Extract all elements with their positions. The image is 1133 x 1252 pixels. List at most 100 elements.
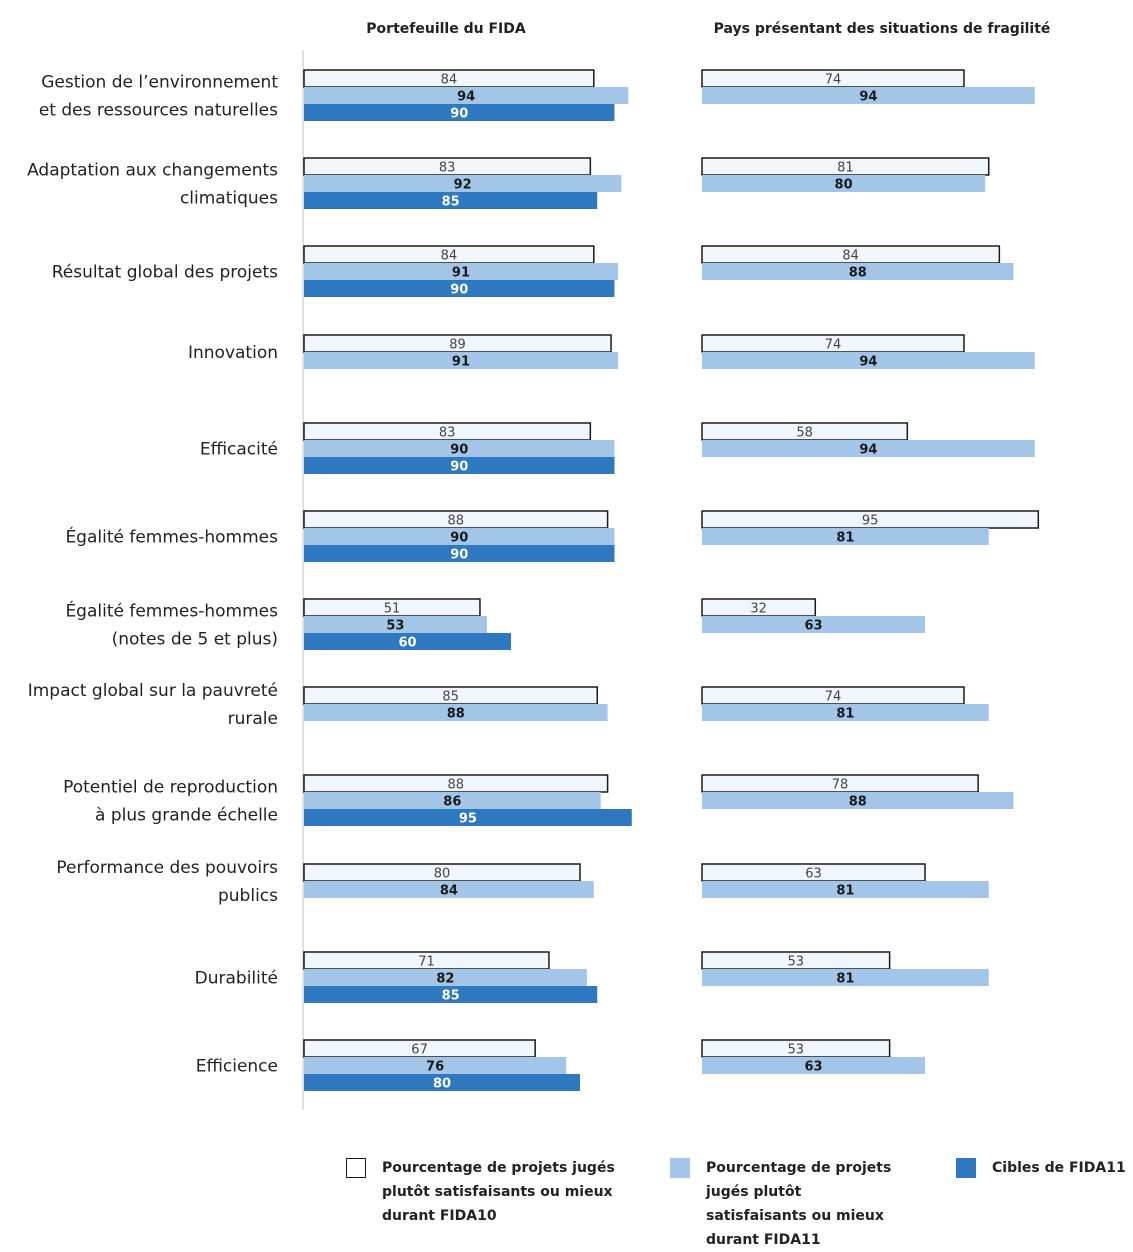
legend-item-fida10: Pourcentage de projets jugés plutôt sati… (346, 1156, 615, 1228)
data-label-fragile-fida11: 94 (859, 355, 877, 370)
data-label-fragile-fida10: 32 (750, 602, 767, 617)
data-label-portfolio-fida10: 83 (439, 426, 456, 441)
panel-title-portfolio: Portefeuille du FIDA (366, 21, 526, 37)
bar-portfolio-fida11 (304, 881, 594, 898)
data-label-fragile-fida11: 80 (835, 178, 853, 193)
data-label-fragile-fida10: 84 (842, 249, 859, 264)
data-label-fragile-fida11: 63 (804, 1060, 822, 1075)
data-label-fragile-fida10: 74 (825, 338, 842, 353)
category-label: et des ressources naturelles (39, 101, 278, 121)
data-label-fragile-fida11: 63 (804, 619, 822, 634)
data-label-portfolio-target: 90 (450, 548, 468, 563)
data-label-fragile-fida11: 81 (836, 884, 854, 899)
category-label: Adaptation aux changements (27, 161, 278, 181)
category-labels: Gestion de l’environnement et des ressour… (27, 73, 278, 1077)
bar-portfolio-target (304, 192, 598, 209)
bar-portfolio-fida11 (304, 704, 608, 721)
data-label-portfolio-fida11: 94 (457, 90, 475, 105)
data-label-portfolio-fida10: 71 (418, 955, 435, 970)
bar-fragile-fida11 (702, 440, 1035, 457)
data-label-fragile-fida10: 53 (788, 1043, 805, 1058)
bar-fragile-fida11 (702, 881, 989, 898)
data-label-portfolio-target: 90 (450, 460, 468, 475)
data-label-portfolio-fida10: 84 (441, 73, 458, 88)
legend-label-target: Cibles de FIDA11 (992, 1160, 1126, 1176)
data-label-portfolio-fida11: 84 (440, 884, 458, 899)
legend-item-target: Cibles de FIDA11 (956, 1156, 1126, 1180)
data-label-fragile-fida10: 74 (825, 690, 842, 705)
bar-portfolio-target (304, 633, 511, 650)
bar-portfolio-target (304, 280, 615, 297)
panel-title-fragile: Pays présentant des situations de fragil… (714, 21, 1051, 37)
data-label-portfolio-fida11: 88 (447, 707, 465, 722)
category-label: publics (218, 886, 278, 906)
bar-fragile-fida11 (702, 792, 1014, 809)
data-label-portfolio-fida10: 85 (442, 690, 459, 705)
legend: Pourcentage de projets jugés plutôt sati… (0, 1156, 1133, 1248)
data-label-portfolio-fida10: 89 (449, 338, 466, 353)
bar-fragile-fida11 (702, 175, 986, 192)
data-label-fragile-fida11: 81 (836, 972, 854, 987)
category-label: Égalité femmes-hommes (65, 600, 278, 622)
data-label-fragile-fida10: 63 (805, 867, 822, 882)
legend-swatch-fida11 (670, 1158, 690, 1178)
category-label: à plus grande échelle (95, 806, 278, 826)
data-label-fragile-fida11: 88 (849, 266, 867, 281)
data-label-portfolio-fida10: 88 (448, 514, 465, 529)
bar-portfolio-target (304, 104, 615, 121)
bar-portfolio-fida11 (304, 263, 618, 280)
data-label-portfolio-fida11: 92 (454, 178, 472, 193)
data-label-fragile-fida10: 81 (837, 161, 854, 176)
data-label-fragile-fida11: 94 (859, 443, 877, 458)
category-label: Résultat global des projets (52, 263, 278, 283)
data-label-portfolio-fida11: 53 (386, 619, 404, 634)
data-label-fragile-fida10: 95 (862, 514, 879, 529)
category-label: Durabilité (195, 969, 278, 989)
data-label-portfolio-fida11: 90 (450, 531, 468, 546)
data-label-portfolio-fida10: 84 (441, 249, 458, 264)
data-label-portfolio-fida11: 76 (426, 1060, 444, 1075)
data-label-portfolio-target: 90 (450, 107, 468, 122)
category-label: Gestion de l’environnement (41, 73, 278, 93)
category-label: Performance des pouvoirs (56, 858, 278, 878)
legend-label-fida10: Pourcentage de projets jugés plutôt sati… (382, 1160, 615, 1224)
data-label-fragile-fida10: 74 (825, 73, 842, 88)
category-label: Efficacité (200, 440, 278, 460)
category-label: climatiques (180, 189, 278, 209)
bar-portfolio-fida11 (304, 792, 601, 809)
chart: Portefeuille du FIDA Pays présentant des… (27, 21, 1051, 1110)
bar-fragile-fida11 (702, 704, 989, 721)
bar-portfolio-fida11 (304, 528, 615, 545)
bar-portfolio-target (304, 986, 598, 1003)
data-label-fragile-fida11: 81 (836, 707, 854, 722)
data-label-portfolio-fida10: 51 (384, 602, 401, 617)
bars-portfolio: 84 83 84 89 83 88 51 85 88 80 71 67 94 92 91 91 90 90 53 88… (303, 69, 632, 1092)
data-label-portfolio-fida11: 91 (452, 266, 470, 281)
bar-fragile-fida11 (702, 87, 1035, 104)
data-label-portfolio-fida11: 91 (452, 355, 470, 370)
data-label-portfolio-fida10: 67 (411, 1043, 428, 1058)
category-label: Efficience (196, 1057, 278, 1077)
bar-portfolio-fida11 (304, 969, 587, 986)
bar-portfolio-fida11 (304, 175, 622, 192)
bar-fragile-fida11 (702, 969, 989, 986)
data-label-portfolio-fida10: 83 (439, 161, 456, 176)
bar-fragile-fida11 (702, 616, 926, 633)
data-label-portfolio-target: 85 (442, 989, 460, 1004)
legend-label-fida11: Pourcentage de projets jugés plutôt sati… (706, 1160, 892, 1248)
data-label-fragile-fida10: 78 (832, 778, 849, 793)
data-label-fragile-fida10: 53 (788, 955, 805, 970)
data-label-fragile-fida11: 94 (859, 90, 877, 105)
category-label: Impact global sur la pauvreté (28, 681, 278, 701)
data-label-portfolio-target: 85 (442, 195, 460, 210)
legend-swatch-fida10 (346, 1158, 366, 1178)
category-label: Innovation (188, 343, 278, 363)
legend-item-fida11: Pourcentage de projets jugés plutôt sati… (670, 1156, 891, 1252)
data-label-portfolio-target: 90 (450, 283, 468, 298)
data-label-portfolio-fida10: 88 (448, 778, 465, 793)
data-label-portfolio-target: 95 (459, 812, 477, 827)
bar-portfolio-fida11 (304, 440, 615, 457)
bar-portfolio-fida11 (304, 616, 487, 633)
bar-fragile-fida11 (702, 528, 989, 545)
bar-fragile-fida11 (702, 263, 1014, 280)
